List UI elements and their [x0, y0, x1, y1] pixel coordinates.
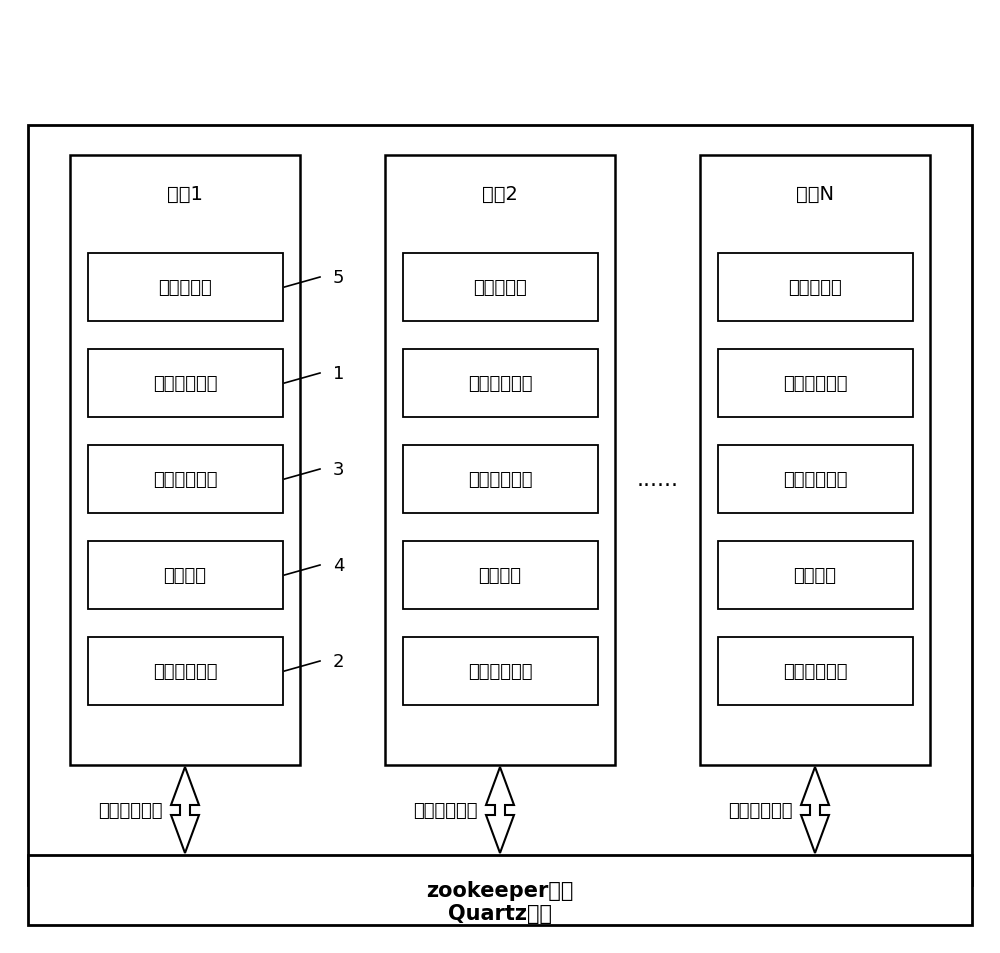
Text: 定时任务同步: 定时任务同步 [414, 801, 478, 820]
Bar [88, 446, 283, 514]
Bar [718, 541, 912, 609]
Text: Quartz集群: Quartz集群 [448, 903, 552, 923]
Text: 节点N: 节点N [796, 184, 834, 203]
Text: 配置加载模块: 配置加载模块 [468, 375, 532, 393]
Text: 任务管理模块: 任务管理模块 [153, 662, 217, 680]
Text: 选举服务: 选举服务 [479, 566, 522, 584]
Polygon shape [486, 767, 514, 853]
Text: 节点1: 节点1 [167, 184, 203, 203]
Bar [718, 446, 912, 514]
Text: 1: 1 [333, 365, 344, 382]
Text: 节点管理模块: 节点管理模块 [783, 471, 847, 489]
Bar [28, 126, 972, 885]
Polygon shape [801, 767, 829, 853]
Bar [70, 156, 300, 765]
Polygon shape [171, 767, 199, 853]
Text: 任务管理模块: 任务管理模块 [468, 662, 532, 680]
Bar [88, 253, 283, 322]
Text: 节点管理模块: 节点管理模块 [153, 471, 217, 489]
Bar [402, 541, 598, 609]
Text: 定时任务同步: 定时任务同步 [728, 801, 793, 820]
Text: 选举模块: 选举模块 [164, 566, 207, 584]
Bar [88, 638, 283, 705]
Text: 2: 2 [333, 652, 344, 670]
Bar [402, 350, 598, 417]
Bar [718, 253, 912, 322]
Bar [88, 541, 283, 609]
Bar [402, 253, 598, 322]
Text: 控制台模块: 控制台模块 [473, 278, 527, 296]
Text: 配置加载模块: 配置加载模块 [153, 375, 217, 393]
Text: 控制台模块: 控制台模块 [158, 278, 212, 296]
Bar [385, 156, 615, 765]
Text: 3: 3 [333, 460, 344, 478]
Text: 4: 4 [333, 557, 344, 575]
Bar [402, 446, 598, 514]
Text: 控制台模块: 控制台模块 [788, 278, 842, 296]
Bar [700, 156, 930, 765]
Bar [718, 638, 912, 705]
Text: 定时任务同步: 定时任务同步 [98, 801, 163, 820]
Text: 任务管理模块: 任务管理模块 [783, 662, 847, 680]
Bar [28, 855, 972, 925]
Text: 节点管理模块: 节点管理模块 [468, 471, 532, 489]
Text: 节点2: 节点2 [482, 184, 518, 203]
Bar [402, 638, 598, 705]
Text: 选举服务: 选举服务 [794, 566, 836, 584]
Bar [88, 350, 283, 417]
Bar [718, 350, 912, 417]
Text: 5: 5 [333, 269, 344, 287]
Text: zookeeper集群: zookeeper集群 [426, 880, 574, 900]
Text: 配置加载模块: 配置加载模块 [783, 375, 847, 393]
Text: ......: ...... [637, 470, 678, 490]
